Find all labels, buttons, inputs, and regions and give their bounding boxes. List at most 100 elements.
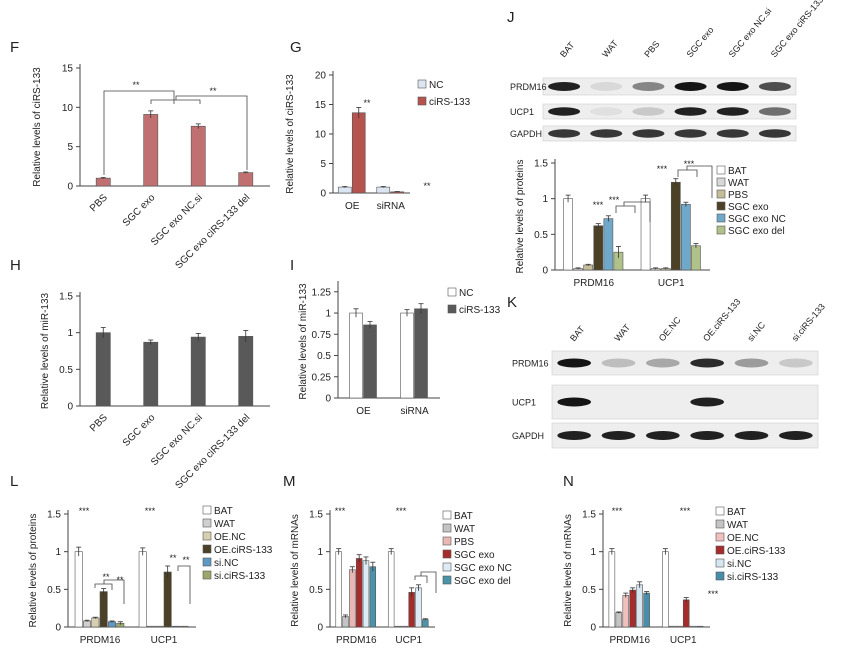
blot-band xyxy=(632,129,665,138)
significance-label: *** xyxy=(657,164,668,174)
bar-sgc-exo-0 xyxy=(355,558,363,628)
significance-label: ** xyxy=(102,572,110,582)
legend-label: NC xyxy=(459,288,473,299)
significance-label: ** xyxy=(169,553,177,563)
y-tick-label: 0 xyxy=(320,189,326,200)
blot-row-label: GAPDH xyxy=(512,431,544,441)
lane-label: OE.NC xyxy=(657,315,683,344)
y-tick-label: 1 xyxy=(590,547,596,558)
legend-swatch xyxy=(716,213,726,223)
bar-nc-1 xyxy=(400,312,414,399)
legend-label: OE.NC xyxy=(727,533,759,544)
y-tick-label: 0 xyxy=(590,623,596,634)
legend-swatch xyxy=(447,287,457,297)
significance-label: *** xyxy=(79,506,90,516)
category-label: PBS xyxy=(88,412,110,434)
category-label: PRDM16 xyxy=(609,635,650,646)
y-tick-label: 0.5 xyxy=(59,365,73,376)
y-tick-label: 1.5 xyxy=(309,510,323,521)
bar-bat-1 xyxy=(387,551,395,628)
blot-band xyxy=(674,82,707,91)
y-tick-label: 0.5 xyxy=(317,351,331,362)
blot-band xyxy=(778,431,813,440)
lane-label: WAT xyxy=(612,322,632,343)
category-label: siRNA xyxy=(377,201,406,212)
panel-letter-g: G xyxy=(290,39,302,56)
legend-swatch xyxy=(202,531,212,541)
bar-si-nc-0 xyxy=(108,621,116,628)
bar-pbs-0 xyxy=(583,264,594,271)
blot-row-label: UCP1 xyxy=(512,398,536,408)
blot-band xyxy=(758,129,791,138)
legend-label: SGC exo NC xyxy=(454,563,512,574)
significance-label: *** xyxy=(396,506,407,516)
panel-letter-i: I xyxy=(290,257,294,274)
legend-label: SGC exo NC xyxy=(728,214,786,225)
bar-si-cirs-133-1 xyxy=(696,625,704,628)
blot-band xyxy=(590,107,623,116)
legend-label: SGC exo del xyxy=(454,576,511,587)
bar-bat-0 xyxy=(608,551,616,628)
bar-si-nc-0 xyxy=(636,584,643,628)
significance-bracket xyxy=(686,165,713,198)
lane-label: SGC exo xyxy=(684,25,715,59)
blot-band xyxy=(734,431,769,440)
bar-sgc-exo-nc-0 xyxy=(603,218,614,271)
chart-f: 0 5 10 15 Relative levels of ciRS-133 PBS SGC … xyxy=(32,64,270,271)
bar-sgc-exo-1 xyxy=(670,181,681,271)
bracket-pbs-vs-sgc xyxy=(103,90,175,175)
blot-band xyxy=(690,397,725,407)
legend-swatch xyxy=(716,177,726,187)
western-blot-k: BAT WAT OE.NC OE.ciRS-133 si.NC si.ciRS-133 PR… xyxy=(512,297,827,449)
category-label: PBS xyxy=(88,192,110,214)
blot-strip xyxy=(542,103,797,120)
blot-band xyxy=(590,129,623,138)
significance-label: ** xyxy=(423,181,431,191)
legend-swatch xyxy=(715,571,725,581)
blot-band xyxy=(601,431,636,440)
y-axis-label: Relative levels of miR-133 xyxy=(298,283,309,400)
blot-band xyxy=(690,358,725,368)
y-tick-label: 1.5 xyxy=(47,510,61,521)
category-label: UCP1 xyxy=(151,635,178,646)
bar-nc-0 xyxy=(337,186,352,194)
y-tick-label: 15 xyxy=(315,100,327,111)
legend-swatch xyxy=(202,557,212,567)
blot-band xyxy=(548,107,581,116)
blot-strip xyxy=(542,77,797,96)
legend-swatch xyxy=(442,510,452,520)
y-tick-label: 1.5 xyxy=(534,159,548,170)
significance-label: *** xyxy=(335,506,346,516)
blot-strip xyxy=(551,384,819,420)
y-tick-label: 0 xyxy=(67,402,73,413)
legend-label: si.NC xyxy=(727,559,751,570)
bar-value-0 xyxy=(95,177,111,187)
y-axis-label: Relative levels of ciRS-133 xyxy=(285,74,296,194)
legend-swatch xyxy=(715,545,725,555)
category-label: OE xyxy=(356,406,371,417)
bar-wat-0 xyxy=(615,612,623,628)
y-tick-label: 0.75 xyxy=(312,330,332,341)
chart-m: 0 0.5 1 1.5 Relative levels of mRNAs PRDM16 UC… xyxy=(290,510,512,647)
bar-wat-1 xyxy=(147,625,155,628)
category-label: PRDM16 xyxy=(573,278,614,289)
significance-label: *** xyxy=(680,506,691,516)
y-tick-label: 1 xyxy=(67,328,73,339)
legend-label: SGC exo xyxy=(454,550,495,561)
category-label: SGC exo xyxy=(121,192,158,229)
legend-swatch xyxy=(715,558,725,568)
panel-letters: F G H I J K L M N xyxy=(10,9,574,490)
lane-label: WAT xyxy=(600,38,620,59)
legend-label: si.ciRS-133 xyxy=(727,572,779,583)
blot-row-label: UCP1 xyxy=(510,107,534,117)
bar-si-cirs-133-0 xyxy=(643,592,650,628)
bar-wat-0 xyxy=(342,616,349,628)
bar-sgc-exo-1 xyxy=(408,592,415,628)
legend-label: ciRS-133 xyxy=(429,97,471,108)
bar-bat-0 xyxy=(563,198,573,271)
y-tick-label: 1 xyxy=(542,194,548,205)
y-axis-label: Relative levels of miR-133 xyxy=(40,292,51,409)
bar-value-0 xyxy=(95,332,111,407)
y-tick-label: 0.5 xyxy=(582,585,596,596)
